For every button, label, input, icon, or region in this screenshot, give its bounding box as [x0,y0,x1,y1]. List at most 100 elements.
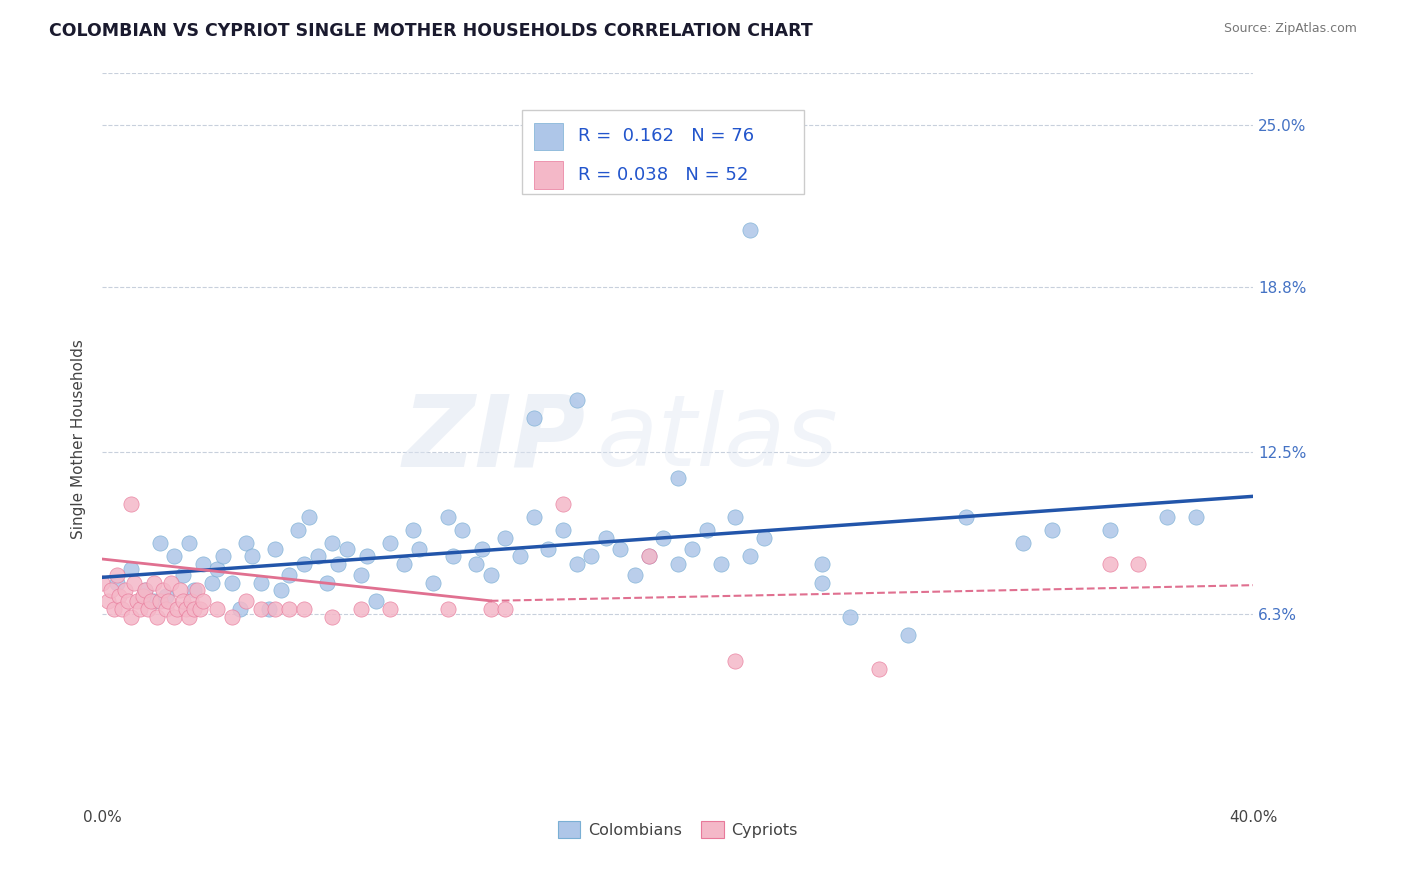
Point [97,594,120,608]
Point [350,601,373,615]
Point [249,601,271,615]
Point [240,549,263,564]
Y-axis label: Single Mother Households: Single Mother Households [72,339,86,539]
Point [441,549,464,564]
Point [710,558,733,572]
Point [1156,510,1178,524]
Point [177,609,200,624]
FancyBboxPatch shape [534,122,562,151]
Point [249,575,271,590]
Point [105,567,128,582]
Point [111,601,134,615]
Point [465,558,488,572]
Point [595,531,617,545]
Point [146,609,169,624]
Point [134,583,156,598]
Point [172,594,194,608]
Point [114,583,136,598]
Point [172,567,194,582]
Point [91,575,114,590]
Point [270,583,292,598]
Point [264,601,287,615]
Point [752,531,775,545]
Point [157,594,180,608]
Point [436,510,458,524]
Point [152,583,174,598]
Text: R =  0.162   N = 76: R = 0.162 N = 76 [578,128,754,145]
Point [724,654,747,668]
Point [120,562,142,576]
Point [186,583,208,598]
Text: atlas: atlas [598,391,839,487]
Point [868,662,890,676]
Point [315,575,337,590]
Point [494,601,516,615]
Point [897,628,920,642]
Point [163,609,186,624]
Point [523,510,546,524]
Legend: Colombians, Cypriots: Colombians, Cypriots [551,815,804,844]
Point [149,594,172,608]
Point [257,601,280,615]
Point [523,411,546,425]
Point [128,601,150,615]
Point [364,594,387,608]
Point [235,594,257,608]
Point [551,523,574,537]
Point [321,536,343,550]
Point [134,583,156,598]
Point [155,589,177,603]
Point [166,601,188,615]
Point [1098,523,1121,537]
Text: Source: ZipAtlas.com: Source: ZipAtlas.com [1223,22,1357,36]
Point [810,558,832,572]
Point [479,567,502,582]
Point [278,601,301,615]
Point [100,583,122,598]
Point [696,523,718,537]
Point [183,601,205,615]
Point [298,510,321,524]
Text: COLOMBIAN VS CYPRIOT SINGLE MOTHER HOUSEHOLDS CORRELATION CHART: COLOMBIAN VS CYPRIOT SINGLE MOTHER HOUSE… [49,22,813,40]
Point [200,575,222,590]
Point [207,562,229,576]
Text: R = 0.038   N = 52: R = 0.038 N = 52 [578,166,748,184]
Text: ZIP: ZIP [402,391,586,487]
Point [652,531,675,545]
Point [177,536,200,550]
Point [143,594,166,608]
Point [328,558,350,572]
Point [565,392,588,407]
Point [1098,558,1121,572]
Point [623,567,645,582]
Point [155,601,177,615]
Point [321,609,343,624]
Point [1012,536,1035,550]
Point [212,549,235,564]
Point [738,223,761,237]
Point [229,601,252,615]
Point [638,549,661,564]
Point [191,594,214,608]
Point [191,558,214,572]
Point [581,549,603,564]
Point [724,510,747,524]
Point [609,541,631,556]
Point [378,536,401,550]
Point [810,575,832,590]
Point [402,523,425,537]
Point [188,601,211,615]
Point [221,609,243,624]
Point [139,594,162,608]
Point [394,558,416,572]
Point [839,609,862,624]
Point [1185,510,1208,524]
Point [149,536,172,550]
Point [955,510,977,524]
Point [638,549,661,564]
Point [287,523,309,537]
Point [131,589,153,603]
Point [125,594,148,608]
Point [378,601,401,615]
Point [207,601,229,615]
